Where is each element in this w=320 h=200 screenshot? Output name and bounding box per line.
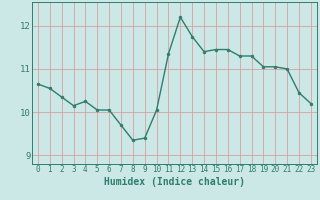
X-axis label: Humidex (Indice chaleur): Humidex (Indice chaleur) [104,177,245,187]
